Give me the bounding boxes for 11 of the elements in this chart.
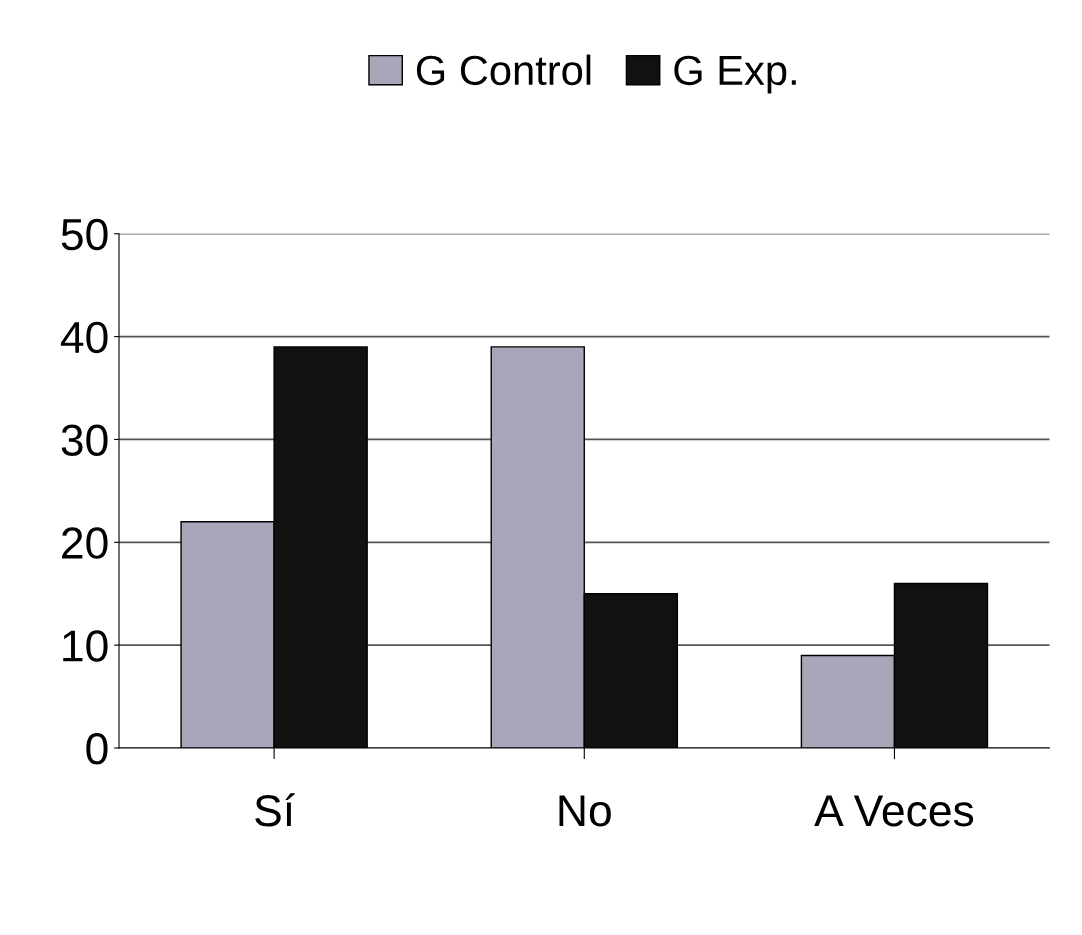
legend-label: G Control — [416, 54, 591, 86]
y-tick-label: 50 — [61, 218, 108, 251]
x-tick-label: Sí — [255, 793, 295, 827]
y-tick-label: 40 — [60, 321, 108, 354]
legend-label: G Exp. — [674, 55, 796, 94]
y-tick-label: 20 — [62, 527, 108, 559]
y-tick-label: 10 — [63, 630, 108, 662]
x-tick-label: A Veces — [814, 795, 974, 827]
x-tick-label: No — [559, 795, 611, 827]
y-tick-label: 0 — [86, 733, 108, 765]
y-tick-label: 30 — [61, 424, 108, 456]
